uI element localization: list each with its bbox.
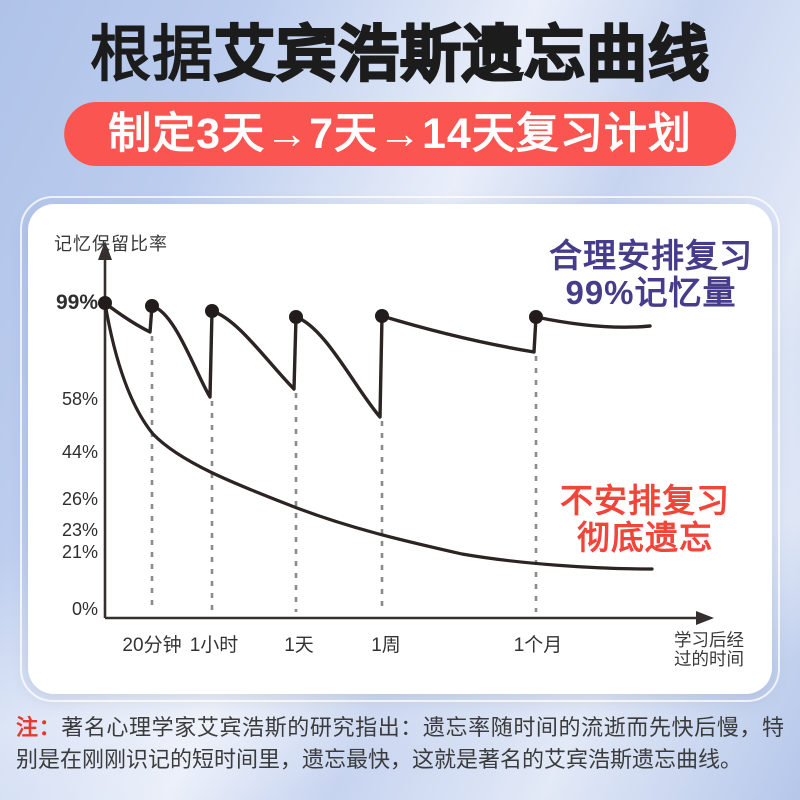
- footnote: 注：著名心理学家艾宾浩斯的研究指出：遗忘率随时间的流逝而先快后慢，特别是在刚刚识…: [16, 712, 784, 776]
- review-plan-text: 制定3天→7天→14天复习计划: [108, 110, 692, 158]
- footnote-label: 注：: [16, 715, 62, 740]
- footnote-text: 著名心理学家艾宾浩斯的研究指出：遗忘率随时间的流逝而先快后慢，特别是在刚刚识记的…: [16, 715, 784, 772]
- page-title: 根据艾宾浩斯遗忘曲线: [0, 19, 800, 89]
- title-main: 艾宾浩斯遗忘曲线: [213, 19, 711, 89]
- review-plan-badge: 制定3天→7天→14天复习计划: [64, 102, 736, 166]
- chart-card: [20, 196, 780, 702]
- title-prefix: 根据: [89, 20, 214, 88]
